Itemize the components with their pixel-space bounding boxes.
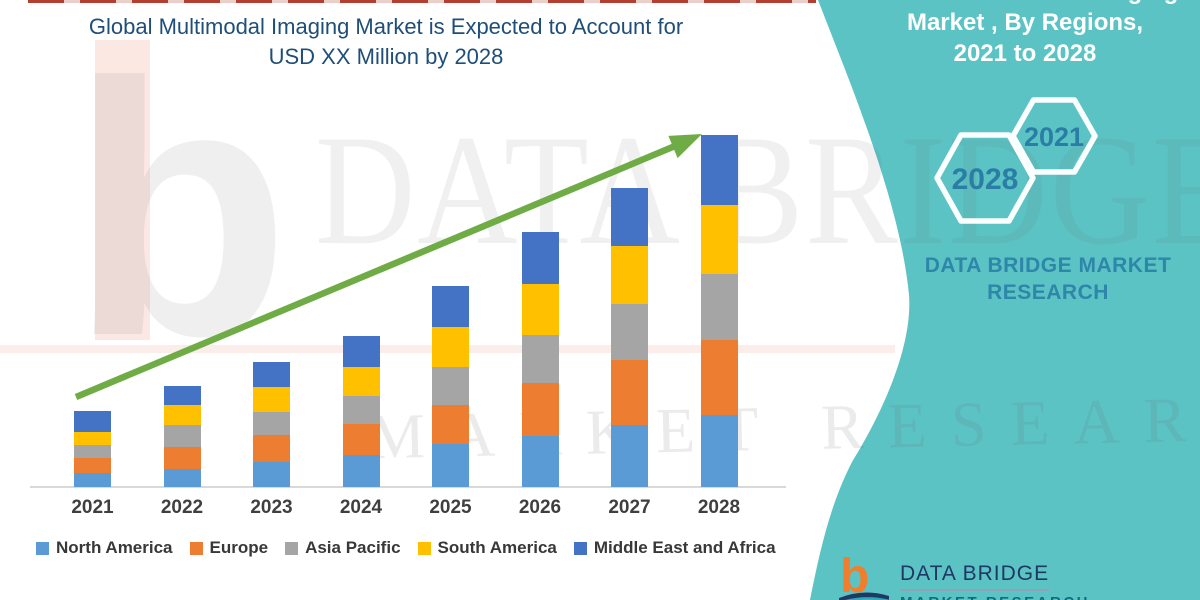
legend-swatch-south-america bbox=[417, 541, 431, 555]
x-axis-label-2024: 2024 bbox=[339, 497, 383, 518]
bar-segment-asia-pacific-2025 bbox=[432, 367, 469, 405]
side-panel-heading: Global Multimodal Imaging Market , By Re… bbox=[850, 0, 1200, 69]
top-edge-red-strip bbox=[28, 0, 816, 3]
x-axis-label-2025: 2025 bbox=[429, 497, 472, 518]
side-panel-heading-line1-clipped: Global Multimodal Imaging bbox=[850, 0, 1200, 7]
legend-swatch-north-america bbox=[36, 541, 49, 555]
x-axis-label-2023: 2023 bbox=[250, 497, 293, 518]
bar-segment-asia-pacific-2023 bbox=[253, 412, 290, 435]
bar-segment-middle-east-and-africa-2024 bbox=[342, 336, 380, 367]
data-bridge-logo: b DATA BRIDGE MARKET RESEARCH bbox=[836, 550, 1136, 600]
legend-item-north-america: North America bbox=[36, 538, 173, 558]
logo-b-glyph: b bbox=[840, 552, 869, 600]
bar-segment-north-america-2023 bbox=[253, 462, 290, 487]
legend-swatch-asia-pacific bbox=[285, 541, 299, 555]
bar-segment-europe-2028 bbox=[700, 340, 738, 415]
dbmr-text-line2: RESEARCH bbox=[987, 281, 1109, 304]
legend-label-asia-pacific: Asia Pacific bbox=[305, 538, 401, 557]
bar-segment-middle-east-and-africa-2025 bbox=[432, 286, 469, 327]
x-axis-label-2027: 2027 bbox=[608, 497, 651, 518]
bar-segment-south-america-2027 bbox=[611, 246, 648, 304]
bar-segment-north-america-2024 bbox=[342, 455, 380, 487]
chart-title-line1: Global Multimodal Imaging Market is Expe… bbox=[88, 14, 684, 39]
legend-label-europe: Europe bbox=[209, 538, 269, 557]
x-axis-label-2026: 2026 bbox=[518, 497, 562, 518]
teal-panel-shape bbox=[810, 0, 1200, 600]
side-panel-heading-line3: 2021 to 2028 bbox=[953, 40, 1097, 67]
side-panel-heading-line2: Market , By Regions, bbox=[906, 9, 1144, 36]
x-axis-label-2021: 2021 bbox=[71, 497, 114, 518]
legend-item-middle-east-and-africa: Middle East and Africa bbox=[573, 538, 776, 558]
data-bridge-logo-icon: b bbox=[839, 552, 890, 600]
pink-vertical-band bbox=[95, 40, 150, 340]
chart-title: Global Multimodal Imaging Market is Expe… bbox=[30, 12, 742, 72]
bar-segment-middle-east-and-africa-2023 bbox=[253, 362, 290, 387]
legend-swatch-middle-east-and-africa bbox=[573, 541, 587, 555]
chart-title-line2: USD XX Million by 2028 bbox=[268, 44, 504, 69]
bar-segment-middle-east-and-africa-2027 bbox=[611, 188, 648, 246]
bar-segment-south-america-2021 bbox=[74, 432, 111, 445]
chart-legend: North America Europe Asia Pacific South Ame… bbox=[36, 538, 816, 560]
bar-segment-asia-pacific-2022 bbox=[163, 425, 201, 447]
legend-item-europe: Europe bbox=[189, 538, 269, 558]
bar-segment-south-america-2028 bbox=[700, 205, 738, 274]
bar-segment-asia-pacific-2024 bbox=[342, 396, 380, 424]
bar-segment-europe-2022 bbox=[163, 447, 201, 469]
legend-item-asia-pacific: Asia Pacific bbox=[285, 538, 401, 558]
bar-segment-south-america-2023 bbox=[253, 387, 290, 412]
bar-segment-asia-pacific-2026 bbox=[521, 335, 559, 383]
bar-segment-asia-pacific-2021 bbox=[74, 445, 111, 458]
legend-label-north-america: North America bbox=[56, 538, 173, 557]
bar-segment-south-america-2024 bbox=[342, 367, 380, 396]
bar-segment-middle-east-and-africa-2022 bbox=[163, 386, 201, 405]
logo-swoosh-teal-accent bbox=[844, 597, 890, 600]
bar-segment-europe-2027 bbox=[611, 360, 648, 425]
dbmr-text-line1: DATA BRIDGE MARKET bbox=[924, 254, 1172, 277]
bar-segment-europe-2021 bbox=[74, 458, 111, 473]
logo-wordmark: DATA BRIDGE bbox=[900, 562, 1050, 591]
bar-segment-europe-2025 bbox=[432, 405, 469, 444]
x-axis-line bbox=[30, 486, 786, 488]
bar-segment-north-america-2026 bbox=[521, 436, 559, 487]
legend-item-south-america: South America bbox=[417, 538, 557, 558]
data-bridge-market-research-text: DATA BRIDGE MARKET RESEARCH bbox=[872, 252, 1200, 306]
legend-swatch-europe bbox=[189, 541, 203, 555]
bar-segment-europe-2023 bbox=[253, 435, 290, 462]
bar-segment-north-america-2027 bbox=[611, 425, 648, 487]
bar-segment-north-america-2021 bbox=[74, 473, 111, 487]
x-axis-label-2028: 2028 bbox=[697, 497, 741, 518]
bar-segment-north-america-2025 bbox=[432, 444, 469, 487]
bar-segment-north-america-2022 bbox=[163, 469, 201, 487]
legend-label-middle-east-and-africa: Middle East and Africa bbox=[593, 538, 776, 557]
bar-segment-asia-pacific-2028 bbox=[700, 274, 738, 340]
bar-segment-middle-east-and-africa-2021 bbox=[74, 411, 111, 432]
bar-segment-europe-2024 bbox=[342, 424, 380, 455]
legend-label-south-america: South America bbox=[437, 538, 557, 557]
bar-segment-south-america-2026 bbox=[521, 284, 559, 335]
bar-segment-south-america-2025 bbox=[432, 327, 469, 367]
bar-segment-south-america-2022 bbox=[163, 405, 201, 425]
bar-segment-europe-2026 bbox=[521, 383, 559, 436]
bar-segment-middle-east-and-africa-2026 bbox=[521, 232, 559, 284]
x-axis-label-2022: 2022 bbox=[160, 497, 204, 518]
bar-segment-middle-east-and-africa-2028 bbox=[700, 135, 738, 205]
bar-segment-asia-pacific-2027 bbox=[611, 304, 648, 360]
bar-segment-north-america-2028 bbox=[700, 415, 738, 487]
logo-subtitle-clipped: MARKET RESEARCH bbox=[900, 594, 1090, 600]
